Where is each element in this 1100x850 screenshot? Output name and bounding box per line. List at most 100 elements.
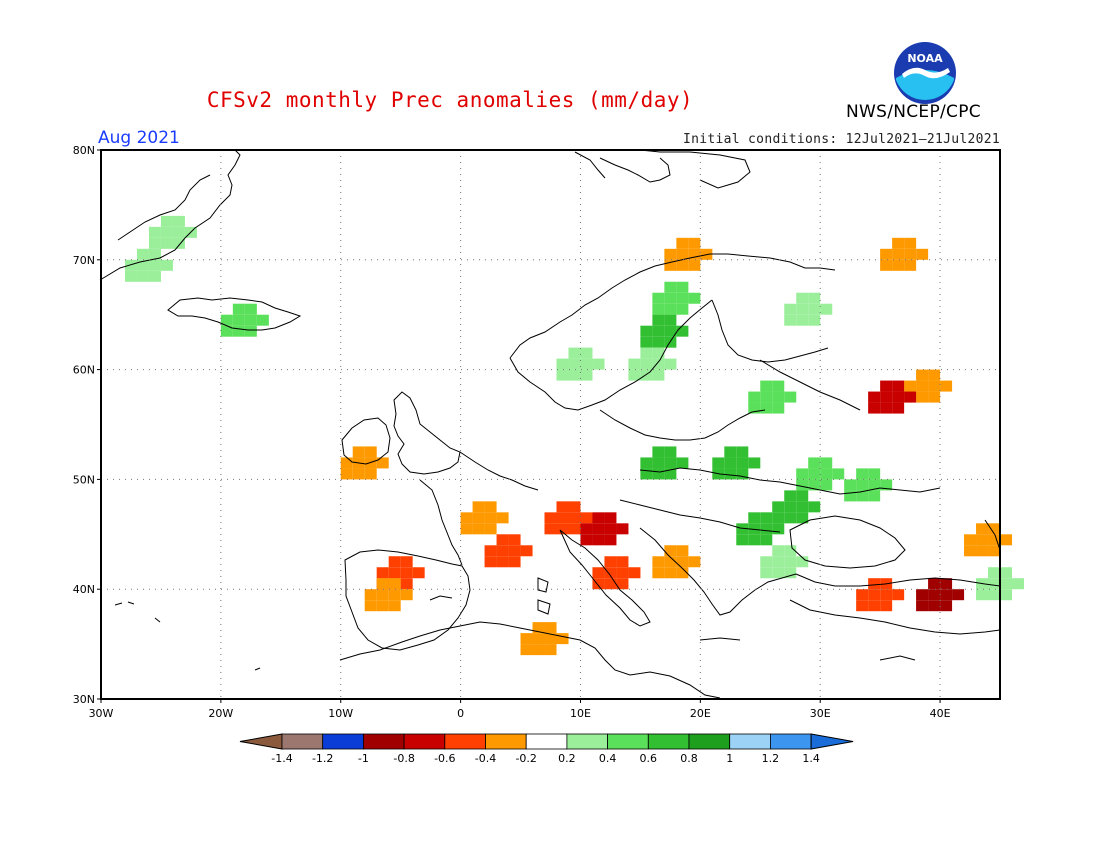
- anomaly-cell: [784, 501, 797, 513]
- anomaly-cell: [160, 215, 173, 227]
- anomaly-cell: [748, 402, 761, 414]
- colorbar-swatch: [647, 733, 690, 750]
- anomaly-cell: [472, 501, 485, 513]
- anomaly-cell: [652, 314, 665, 326]
- colorbar-tick-label: 0.2: [558, 752, 576, 765]
- anomaly-cell: [928, 600, 941, 612]
- anomaly-cell: [760, 556, 773, 568]
- anomaly-cell: [976, 545, 989, 557]
- anomaly-cell: [868, 589, 881, 601]
- anomaly-cell: [340, 457, 353, 469]
- anomaly-cell: [1000, 534, 1013, 546]
- anomaly-cell: [808, 468, 821, 480]
- anomaly-cell: [904, 259, 917, 271]
- anomaly-cell: [676, 303, 689, 315]
- anomaly-cell: [544, 644, 557, 656]
- anomaly-cell: [220, 325, 233, 337]
- anomaly-cell: [760, 523, 773, 535]
- anomaly-cell: [784, 314, 797, 326]
- lat-tick-label: 30N: [73, 693, 95, 706]
- colorbar-swatch: [688, 733, 731, 750]
- anomaly-cell: [988, 523, 1001, 535]
- anomaly-cell: [148, 226, 161, 238]
- anomaly-cell: [544, 523, 557, 535]
- anomaly-cell: [808, 314, 821, 326]
- anomaly-cell: [664, 358, 677, 370]
- colorbar-swatch: [566, 733, 609, 750]
- anomaly-cell: [244, 314, 257, 326]
- anomaly-cell: [868, 600, 881, 612]
- anomaly-cell: [244, 325, 257, 337]
- anomaly-cell: [832, 468, 845, 480]
- anomaly-cell: [796, 314, 809, 326]
- anomaly-cell: [376, 578, 389, 590]
- anomaly-cell: [868, 402, 881, 414]
- anomaly-cell: [400, 567, 413, 579]
- anomaly-cell: [676, 237, 689, 249]
- anomaly-cell: [772, 556, 785, 568]
- anomaly-cell: [664, 303, 677, 315]
- anomaly-cell: [916, 380, 929, 392]
- anomaly-cell: [964, 545, 977, 557]
- anomaly-cell: [880, 479, 893, 491]
- colorbar-swatch: [525, 733, 568, 750]
- anomaly-cell: [904, 391, 917, 403]
- anomaly-cell: [844, 479, 857, 491]
- anomaly-cell: [916, 248, 929, 260]
- anomaly-cell: [640, 358, 653, 370]
- anomaly-cell: [664, 446, 677, 458]
- anomaly-cell: [688, 248, 701, 260]
- lat-tick-label: 70N: [73, 254, 95, 267]
- anomaly-cell: [736, 446, 749, 458]
- anomaly-cell: [796, 490, 809, 502]
- anomaly-cell: [652, 567, 665, 579]
- lon-tick-label: 20W: [208, 707, 233, 720]
- anomaly-cell: [664, 325, 677, 337]
- anomaly-cell: [856, 490, 869, 502]
- colorbar-swatch: [322, 733, 364, 750]
- anomaly-cell: [592, 567, 605, 579]
- anomaly-cell: [556, 369, 569, 381]
- anomaly-cell: [568, 501, 581, 513]
- anomaly-cell: [232, 314, 245, 326]
- map-frame: [100, 149, 1001, 700]
- anomaly-cell: [796, 512, 809, 524]
- anomaly-cell: [928, 391, 941, 403]
- anomaly-cell: [676, 259, 689, 271]
- anomaly-cell: [496, 534, 509, 546]
- anomaly-cell: [544, 512, 557, 524]
- anomaly-cell: [652, 358, 665, 370]
- forecast-month-label: Aug 2021: [98, 128, 180, 148]
- anomaly-cell: [652, 325, 665, 337]
- anomaly-cell: [640, 468, 653, 480]
- anomaly-cell: [556, 501, 569, 513]
- anomaly-cell: [640, 347, 653, 359]
- anomaly-cell: [892, 259, 905, 271]
- anomaly-cell: [592, 534, 605, 546]
- colorbar-tick-label: -1.2: [312, 752, 333, 765]
- anomaly-cell: [928, 589, 941, 601]
- anomaly-cell: [796, 479, 809, 491]
- anomaly-cell: [772, 545, 785, 557]
- anomaly-cell: [664, 567, 677, 579]
- anomaly-cell: [1012, 578, 1025, 590]
- anomaly-cell: [940, 380, 953, 392]
- colorbar-tick-label: -0.6: [434, 752, 455, 765]
- anomaly-cell: [988, 534, 1001, 546]
- anomaly-cell: [688, 237, 701, 249]
- anomaly-cell: [532, 622, 545, 634]
- anomaly-cell: [724, 468, 737, 480]
- anomaly-cell: [676, 545, 689, 557]
- anomaly-cell: [664, 292, 677, 304]
- anomaly-cell: [232, 325, 245, 337]
- anomaly-cell: [928, 578, 941, 590]
- anomaly-cell: [556, 633, 569, 645]
- anomaly-cell: [796, 292, 809, 304]
- anomaly-cell: [976, 589, 989, 601]
- lon-tick-label: 40E: [930, 707, 951, 720]
- anomaly-cell: [760, 512, 773, 524]
- lon-tick-label: 30E: [810, 707, 831, 720]
- anomaly-cell: [520, 644, 533, 656]
